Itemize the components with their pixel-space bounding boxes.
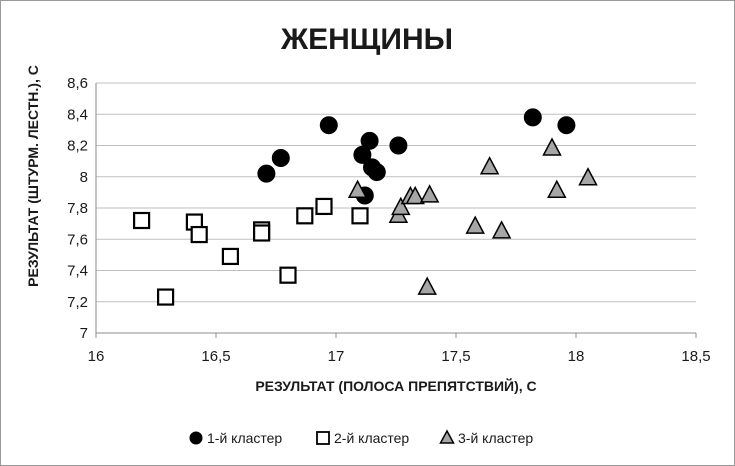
axes (95, 83, 697, 338)
x-tick-labels: 16 16,5 17 17,5 18 18,5 (88, 348, 711, 365)
legend-marker-circle (189, 431, 203, 445)
y-tick-label: 7,6 (67, 231, 88, 248)
legend: 1-й кластер 2-й кластер 3-й кластер (189, 429, 533, 446)
x-tick-label: 18 (568, 348, 585, 365)
point-triangle (347, 179, 368, 198)
point-triangle (419, 184, 440, 203)
y-tick-label: 7,4 (67, 263, 88, 280)
point-triangle (405, 185, 425, 205)
point-circle (389, 136, 408, 155)
y-tick-label: 8,4 (67, 106, 88, 123)
point-square (279, 266, 297, 284)
point-circle (353, 145, 372, 164)
chart-title: ЖЕНЩИНЫ (280, 23, 453, 56)
point-square (221, 247, 239, 266)
y-axis-label: РЕЗУЛЬТАТ (ШТУРМ. ЛЕСТН.), С (25, 65, 41, 287)
point-square (253, 224, 271, 242)
point-triangle (417, 276, 437, 295)
data-points (133, 108, 598, 306)
x-tick-label: 16,5 (201, 348, 230, 365)
x-tick-label: 17,5 (441, 348, 470, 365)
point-circle (557, 116, 576, 135)
y-tick-label: 7,2 (67, 294, 88, 311)
x-tick-label: 18,5 (681, 348, 710, 365)
x-tick-label: 16 (88, 348, 105, 365)
point-square (133, 211, 151, 230)
point-square (315, 197, 333, 216)
point-circle (367, 163, 386, 182)
point-circle (360, 131, 379, 150)
y-tick-label: 7,8 (67, 200, 88, 217)
point-triangle (479, 156, 500, 175)
y-tick-label: 8 (80, 169, 88, 186)
point-circle (271, 149, 290, 167)
point-circle (523, 108, 542, 127)
x-tick-label: 17 (328, 348, 345, 365)
y-tick-labels: 7 7,2 7,4 7,6 7,8 8 8,2 8,4 8,6 (67, 75, 88, 342)
y-tick-label: 8,6 (67, 75, 88, 92)
point-triangle (542, 137, 562, 156)
point-triangle (391, 196, 411, 216)
point-circle (319, 116, 338, 135)
point-triangle (547, 179, 567, 198)
point-square (351, 207, 369, 225)
point-square (190, 225, 208, 244)
point-triangle (578, 167, 598, 186)
point-circle (257, 164, 276, 183)
legend-marker-square (316, 431, 330, 445)
point-triangle (491, 220, 512, 239)
gridlines (96, 82, 696, 303)
legend-label: 1-й кластер (207, 430, 282, 446)
point-triangle (465, 215, 485, 234)
point-square (296, 207, 314, 225)
point-square (157, 288, 175, 306)
x-axis-label: РЕЗУЛЬТАТ (ПОЛОСА ПРЕПЯТСТВИЙ), С (255, 377, 536, 394)
y-tick-label: 8,2 (67, 138, 88, 155)
legend-label: 3-й кластер (458, 430, 533, 446)
legend-label: 2-й кластер (334, 430, 409, 446)
y-tick-label: 7 (80, 325, 88, 342)
legend-marker-triangle (439, 429, 455, 444)
